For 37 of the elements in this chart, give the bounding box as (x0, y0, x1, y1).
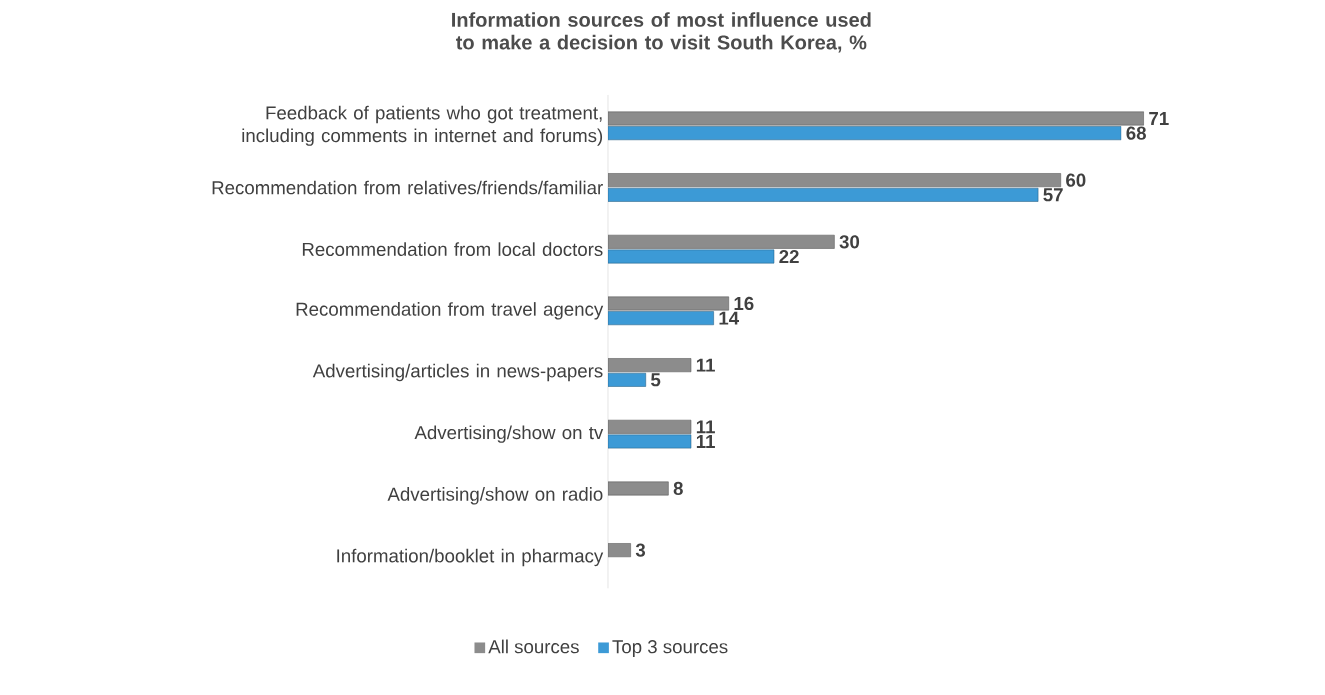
bar (608, 358, 692, 373)
legend-label: All sources (488, 639, 579, 654)
y-tick-label: Recommendation from local doctors (302, 242, 603, 257)
bar (608, 234, 835, 249)
bar (608, 543, 631, 558)
y-tick-label: Feedback of patients who got treatment, including comments in internet and forums) (242, 105, 603, 146)
bar (608, 187, 1039, 202)
data-label: 3 (635, 543, 646, 557)
data-label: 30 (839, 235, 860, 249)
data-label: 11 (696, 358, 715, 372)
bar (608, 111, 1144, 126)
bar (608, 434, 692, 449)
data-label: 68 (1126, 126, 1146, 140)
y-tick-label: Advertising/articles in news-papers (312, 363, 603, 382)
data-label: 14 (719, 311, 740, 325)
bar (608, 481, 669, 496)
bar (608, 419, 692, 434)
data-label: 16 (734, 296, 754, 311)
data-label: 5 (651, 373, 661, 387)
data-label: 8 (673, 481, 683, 496)
chart-title: Information sources of most influence used to make a decision to visit South Korea, % (452, 12, 871, 53)
bar (608, 126, 1122, 141)
y-tick-label: Recommendation from relatives/friends/familiar (212, 180, 603, 195)
y-tick-label: Information/booklet in pharmacy (337, 548, 604, 567)
data-label: 11 (696, 420, 715, 434)
y-tick-label: Recommendation from travel agency (296, 302, 604, 320)
bar (608, 296, 729, 311)
data-label: 71 (1149, 112, 1169, 125)
data-label: 60 (1066, 173, 1086, 187)
y-tick-label: Advertising/show on radio (387, 487, 603, 505)
y-tick-label: Advertising/show on tv (414, 425, 604, 443)
data-label: 22 (779, 249, 799, 264)
data-label: 11 (696, 435, 715, 448)
bar (608, 249, 775, 264)
legend-label: Top 3 sources (612, 640, 728, 658)
bar (608, 173, 1061, 188)
data-label: 57 (1043, 188, 1063, 202)
